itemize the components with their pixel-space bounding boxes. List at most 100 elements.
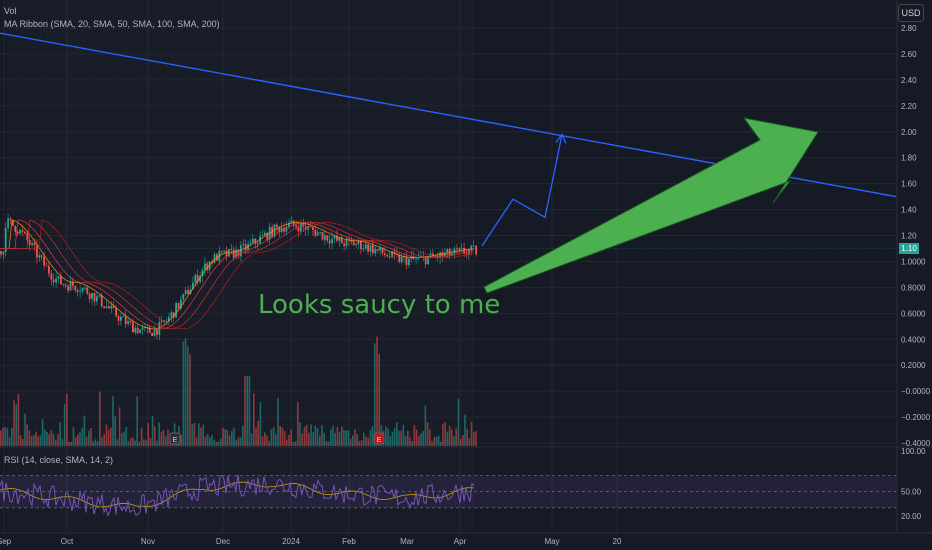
volume-bar	[191, 424, 193, 446]
volume-bar	[114, 416, 116, 446]
volume-bar	[283, 431, 286, 446]
volume-bar	[424, 405, 427, 446]
candle	[180, 299, 182, 309]
volume-bar	[195, 437, 198, 446]
candle	[319, 231, 321, 233]
rsi-line	[0, 474, 475, 517]
annotation-text[interactable]: Looks saucy to me	[258, 290, 501, 320]
candle	[40, 255, 43, 257]
candle	[33, 243, 36, 246]
volume-bar	[180, 435, 182, 446]
candle	[333, 236, 336, 239]
candle	[379, 247, 381, 251]
volume-bar	[321, 425, 323, 446]
volume-bar	[140, 427, 143, 446]
volume-bar	[222, 428, 224, 446]
volume-bar	[200, 427, 202, 446]
candle	[388, 256, 391, 258]
volume-bar	[270, 429, 273, 446]
volume-bar	[345, 430, 347, 446]
volume-bar	[455, 428, 457, 446]
candle	[108, 306, 110, 309]
volume-bar	[349, 438, 352, 446]
price-axis-label: 2.80	[901, 24, 917, 33]
volume-bar	[470, 422, 473, 446]
volume-bar	[257, 420, 259, 446]
volume-bar	[123, 431, 125, 446]
volume-bar	[347, 430, 350, 446]
price-axis-label: 2.20	[901, 102, 917, 111]
volume-bar	[259, 401, 262, 446]
volume-bar	[338, 432, 341, 446]
volume-bar	[72, 427, 75, 446]
price-axis-label: −0.0000	[901, 387, 931, 396]
volume-bar	[74, 437, 77, 446]
volume-bar	[319, 435, 321, 446]
volume-bar	[92, 441, 94, 446]
volume-bar	[39, 435, 42, 446]
rsi-legend[interactable]: RSI (14, close, SMA, 14, 2)	[4, 455, 114, 465]
volume-legend[interactable]: Vol	[4, 6, 17, 16]
candle	[456, 248, 458, 250]
ma-ribbon-legend[interactable]: MA Ribbon (SMA, 20, SMA, 50, SMA, 100, S…	[4, 19, 220, 29]
candle	[124, 316, 127, 324]
price-axis-label: 2.00	[901, 128, 917, 137]
time-axis-label: Mar	[400, 537, 414, 546]
volume-bar	[290, 429, 292, 446]
candle	[463, 247, 465, 254]
volume-bar	[66, 393, 68, 446]
volume-bar	[44, 429, 46, 446]
candle	[100, 295, 103, 307]
volume-bar	[288, 434, 290, 446]
volume-bar	[28, 430, 31, 446]
rsi-axis-label: 20.00	[901, 512, 922, 521]
volume-bar	[81, 428, 83, 446]
ma-ribbon-line	[0, 219, 475, 330]
candle	[285, 227, 288, 232]
volume-bar	[121, 433, 123, 446]
volume-bar	[13, 400, 15, 446]
candle	[278, 227, 281, 232]
price-axis-label: 0.4000	[901, 335, 926, 344]
volume-bar	[246, 376, 248, 446]
volume-bar	[268, 440, 270, 446]
candle	[45, 265, 48, 267]
volume-bar	[83, 415, 86, 446]
volume-bar	[237, 437, 240, 446]
candle	[384, 253, 386, 255]
volume-bar	[444, 422, 446, 446]
volume-bar	[90, 427, 92, 446]
candle	[194, 275, 197, 283]
candle	[156, 329, 158, 335]
candle	[175, 302, 177, 318]
candle	[261, 235, 264, 237]
volume-bar	[202, 424, 204, 446]
volume-bar	[308, 432, 310, 446]
candle	[338, 237, 341, 241]
volume-bar	[330, 429, 332, 446]
volume-bar	[107, 429, 110, 446]
last-price-tag: 1.10	[899, 243, 919, 254]
price-axis-label: −0.4000	[901, 439, 931, 448]
volume-bar	[281, 427, 284, 446]
candle	[328, 240, 331, 244]
candle	[112, 305, 115, 308]
volume-bar	[343, 429, 345, 446]
candle	[276, 224, 278, 228]
candle	[264, 232, 266, 236]
candle	[400, 256, 403, 263]
candle	[290, 220, 293, 223]
volume-bar	[112, 395, 114, 446]
currency-button[interactable]: USD	[898, 4, 924, 22]
volume-bar	[253, 393, 255, 446]
candle	[312, 227, 314, 231]
volume-bar	[103, 434, 105, 446]
volume-bar	[37, 436, 39, 446]
volume-bar	[52, 434, 55, 446]
volume-bar	[48, 434, 50, 446]
volume-bar	[435, 436, 438, 446]
candle	[177, 302, 180, 309]
candle	[127, 321, 129, 324]
volume-bar	[305, 424, 308, 446]
